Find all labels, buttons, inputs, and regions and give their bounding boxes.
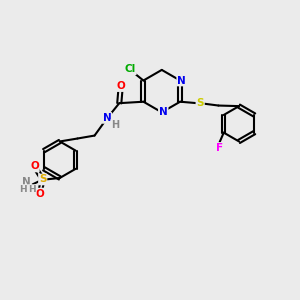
- Text: F: F: [216, 143, 223, 153]
- Text: Cl: Cl: [124, 64, 136, 74]
- Text: O: O: [35, 189, 44, 199]
- Text: N: N: [103, 113, 111, 123]
- Text: H: H: [19, 185, 27, 194]
- Text: N: N: [22, 176, 31, 187]
- Text: N: N: [159, 107, 168, 117]
- Text: O: O: [30, 161, 39, 172]
- Text: S: S: [39, 174, 46, 184]
- Text: H: H: [28, 185, 36, 194]
- Text: H: H: [111, 120, 119, 130]
- Text: O: O: [116, 81, 125, 91]
- Text: S: S: [196, 98, 204, 108]
- Text: N: N: [177, 76, 186, 85]
